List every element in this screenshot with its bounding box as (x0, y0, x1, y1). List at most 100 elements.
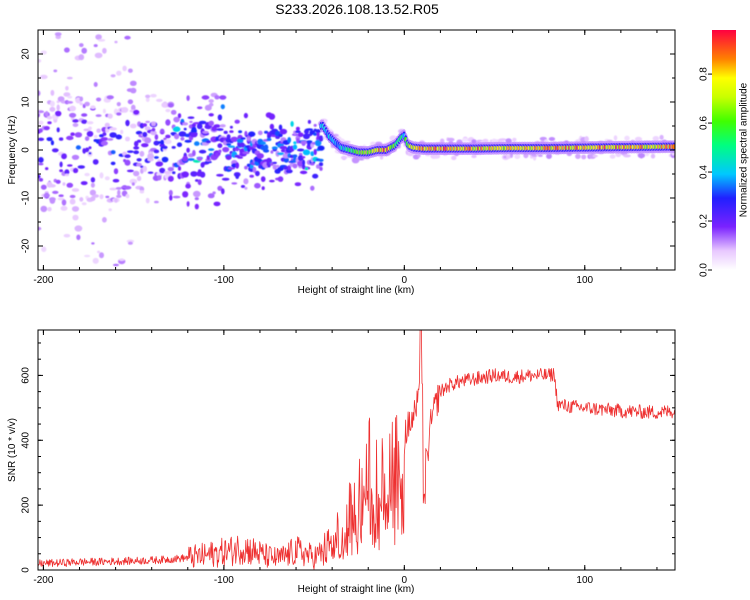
heatmap-cell (196, 106, 203, 110)
heatmap-cell (220, 104, 225, 110)
heatmap-cell (417, 154, 421, 158)
heatmap-cell (295, 130, 301, 134)
heatmap-cell (157, 175, 162, 181)
heatmap-cell (131, 104, 136, 111)
heatmap-cell (40, 184, 47, 190)
heatmap-cell (652, 136, 660, 141)
heatmap-cell (171, 171, 176, 175)
heatmap-cell (79, 43, 84, 48)
heatmap-cell (190, 171, 198, 177)
heatmap-cell (38, 59, 42, 63)
heatmap-cell (116, 70, 122, 76)
heatmap-cell (208, 99, 214, 103)
x-tick-label: 0 (402, 275, 408, 286)
heatmap-cell (305, 128, 314, 131)
heatmap-cell (110, 150, 116, 155)
heatmap-cell (81, 119, 88, 124)
heatmap-cell (196, 123, 203, 130)
heatmap-cell (50, 140, 55, 146)
y-tick-label: 600 (21, 367, 32, 384)
heatmap-cell (38, 120, 44, 126)
x-tick-label: -200 (33, 275, 53, 286)
heatmap-cell (49, 106, 56, 112)
heatmap-cell (234, 119, 240, 124)
heatmap-cell (125, 119, 130, 127)
heatmap-cell (79, 197, 84, 202)
y-tick-label: 0 (21, 147, 32, 153)
colorbar-ticks: 0.0 0.2 0.4 0.6 0.8 (699, 67, 712, 277)
heatmap-cell (133, 109, 140, 115)
heatmap-cell (129, 80, 137, 87)
heatmap-cell (64, 169, 70, 175)
heatmap-cell (144, 126, 151, 131)
heatmap-cell (71, 206, 80, 212)
heatmap-cell (159, 167, 166, 174)
heatmap-cell (66, 76, 73, 80)
heatmap-cell (244, 186, 248, 190)
heatmap-cell (136, 175, 142, 182)
heatmap-cell (74, 132, 83, 138)
heatmap-cell (539, 136, 547, 141)
heatmap-cell (81, 202, 87, 206)
heatmap-cell (164, 139, 172, 145)
heatmap-cell (270, 162, 274, 166)
heatmap-cell (340, 155, 348, 160)
heatmap-cell (50, 89, 55, 96)
heatmap-cell (133, 150, 140, 155)
heatmap-cell (108, 208, 112, 212)
heatmap-cell (110, 74, 116, 78)
heatmap-cell (317, 145, 325, 151)
heatmap-cell (127, 68, 133, 73)
y-tick-label: 200 (21, 496, 32, 513)
heatmap-cell (71, 154, 80, 160)
heatmap-cell (122, 65, 127, 72)
heatmap-cell (575, 153, 581, 159)
heatmap-cell (185, 183, 191, 189)
heatmap-cell (139, 190, 145, 194)
heatmap-cell (315, 164, 321, 169)
heatmap-cell (174, 133, 180, 140)
heatmap-cell (61, 153, 67, 160)
heatmap-cell (546, 153, 552, 159)
heatmap-cell (186, 95, 190, 101)
heatmap-cell (72, 123, 79, 127)
heatmap-cell (225, 155, 232, 161)
heatmap-cell (84, 172, 90, 177)
heatmap-cell (116, 102, 121, 107)
heatmap-cell (187, 158, 195, 161)
colorbar-tick-label: 0.2 (699, 214, 710, 228)
heatmap-cell (61, 199, 67, 206)
heatmap-cell (538, 154, 543, 157)
heatmap-cell (221, 177, 230, 181)
heatmap-cell (46, 115, 53, 120)
heatmap-cell (126, 169, 134, 173)
heatmap-cell (56, 127, 60, 133)
y-tick-label: 20 (21, 48, 32, 60)
heatmap-cell (244, 165, 248, 170)
heatmap-cell (160, 128, 165, 133)
heatmap-cell (85, 147, 90, 153)
heatmap-cell (269, 179, 275, 183)
heatmap-cell (59, 161, 63, 168)
heatmap-cell (219, 124, 226, 128)
heatmap-cell (107, 138, 114, 141)
heatmap-cell (71, 188, 80, 192)
heatmap-cell (133, 170, 140, 177)
heatmap-cell (93, 44, 98, 48)
heatmap-cell (140, 165, 144, 168)
heatmap-cell (44, 111, 49, 117)
snr-series-line (38, 330, 675, 570)
heatmap-cell (637, 152, 646, 159)
heatmap-cell (242, 151, 250, 155)
heatmap-cell (80, 181, 88, 186)
heatmap-cell (254, 182, 261, 189)
heatmap-cell (124, 154, 131, 159)
heatmap-cell (129, 178, 138, 185)
heatmap-cell (157, 141, 161, 144)
heatmap-cell (299, 170, 308, 175)
heatmap-cell (66, 101, 74, 104)
heatmap-cell (124, 35, 131, 40)
heatmap-cell (176, 142, 183, 147)
heatmap-cell (212, 191, 216, 195)
